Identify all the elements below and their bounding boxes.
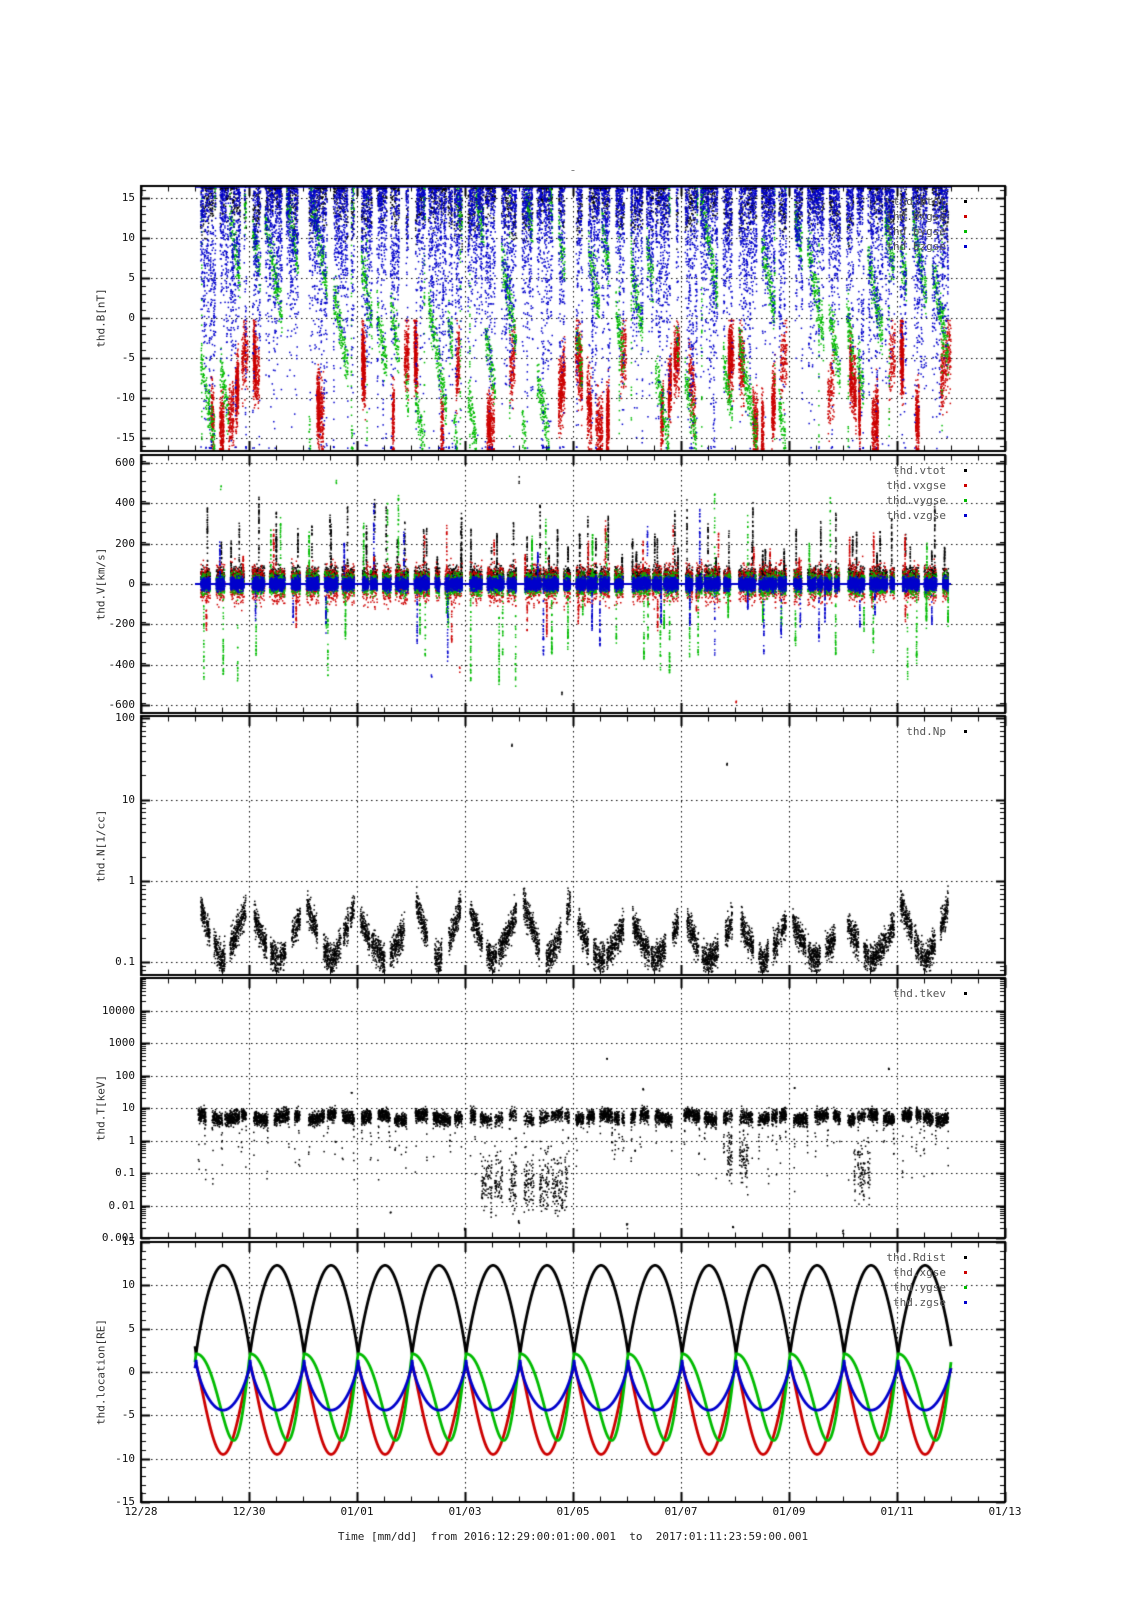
x-tick-label: 01/11 bbox=[880, 1505, 914, 1518]
y-tick-label: -200 bbox=[108, 617, 136, 630]
x-tick-label: 01/01 bbox=[340, 1505, 374, 1518]
y-tick-label: 5 bbox=[128, 271, 135, 284]
legend-marker bbox=[964, 514, 967, 517]
y-tick-label: 600 bbox=[115, 456, 135, 469]
y-tick-label: 0.001 bbox=[101, 1231, 135, 1244]
y-tick-label: -10 bbox=[115, 1452, 135, 1465]
y-tick-label: 0 bbox=[128, 577, 135, 590]
y-tick-label: 10000 bbox=[101, 1004, 135, 1017]
y-tick-label: 1000 bbox=[108, 1036, 136, 1049]
y-tick-label: 10 bbox=[121, 793, 135, 806]
legend-marker bbox=[964, 992, 967, 995]
legend-item-thd-vxgse: thd.vxgse bbox=[886, 479, 946, 492]
y-axis-label-n: thd.N[1/cc] bbox=[94, 809, 108, 883]
x-tick-label: 01/13 bbox=[988, 1505, 1022, 1518]
legend-marker bbox=[964, 215, 967, 218]
legend-marker bbox=[964, 730, 967, 733]
y-tick-label: 15 bbox=[121, 191, 135, 204]
legend-marker bbox=[964, 484, 967, 487]
y-tick-label: 15 bbox=[121, 1235, 135, 1248]
y-tick-label: -15 bbox=[115, 431, 135, 444]
legend-marker bbox=[964, 230, 967, 233]
legend-marker bbox=[964, 1286, 967, 1289]
y-tick-label: 200 bbox=[115, 537, 135, 550]
x-tick-label: 12/30 bbox=[232, 1505, 266, 1518]
y-tick-label: 10 bbox=[121, 231, 135, 244]
plot-title: - bbox=[569, 163, 577, 177]
legend-item-thd-btot: thd.btot bbox=[893, 195, 946, 208]
y-tick-label: 0.01 bbox=[108, 1199, 136, 1212]
y-tick-label: -10 bbox=[115, 391, 135, 404]
legend-item-thd-Np: thd.Np bbox=[906, 725, 946, 738]
y-tick-label: 400 bbox=[115, 496, 135, 509]
x-tick-label: 01/07 bbox=[664, 1505, 698, 1518]
y-tick-label: 100 bbox=[115, 1069, 135, 1082]
y-tick-label: 0 bbox=[128, 1365, 135, 1378]
legend-item-thd-vtot: thd.vtot bbox=[893, 464, 946, 477]
y-tick-label: 0.1 bbox=[115, 955, 135, 968]
legend-item-thd-bygse: thd.bygse bbox=[886, 225, 946, 238]
x-tick-label: 01/03 bbox=[448, 1505, 482, 1518]
y-tick-label: 10 bbox=[121, 1278, 135, 1291]
y-tick-label: 1 bbox=[128, 1134, 135, 1147]
legend-item-thd-tkev: thd.tkev bbox=[893, 987, 946, 1000]
time-axis-title: Time [mm/dd] from 2016:12:29:00:01:00.00… bbox=[337, 1530, 809, 1543]
legend-item-thd-xgse: thd.xgse bbox=[893, 1266, 946, 1279]
legend-marker bbox=[964, 1301, 967, 1304]
legend-item-thd-ygse: thd.ygse bbox=[893, 1281, 946, 1294]
legend-marker bbox=[964, 1256, 967, 1259]
legend-marker bbox=[964, 200, 967, 203]
y-tick-label: -15 bbox=[115, 1495, 135, 1508]
legend-item-thd-vygse: thd.vygse bbox=[886, 494, 946, 507]
y-tick-label: -400 bbox=[108, 658, 136, 671]
legend-item-thd-zgse: thd.zgse bbox=[893, 1296, 946, 1309]
x-tick-label: 01/09 bbox=[772, 1505, 806, 1518]
y-tick-label: 100 bbox=[115, 711, 135, 724]
legend-marker bbox=[964, 245, 967, 248]
legend-marker bbox=[964, 499, 967, 502]
y-tick-label: -5 bbox=[121, 1408, 135, 1421]
legend-item-thd-bzgse: thd.bzgse bbox=[886, 240, 946, 253]
y-tick-label: 1 bbox=[128, 874, 135, 887]
x-tick-label: 12/28 bbox=[124, 1505, 158, 1518]
y-tick-label: 0 bbox=[128, 311, 135, 324]
y-tick-label: 10 bbox=[121, 1101, 135, 1114]
legend-marker bbox=[964, 1271, 967, 1274]
legend-item-thd-Rdist: thd.Rdist bbox=[886, 1251, 946, 1264]
y-tick-label: 5 bbox=[128, 1322, 135, 1335]
legend-item-thd-vzgse: thd.vzgse bbox=[886, 509, 946, 522]
legend-marker bbox=[964, 469, 967, 472]
y-tick-label: -600 bbox=[108, 698, 136, 711]
y-tick-label: 0.1 bbox=[115, 1166, 135, 1179]
y-tick-label: -5 bbox=[121, 351, 135, 364]
x-tick-label: 01/05 bbox=[556, 1505, 590, 1518]
legend-item-thd-bxgse: thd.bxgse bbox=[886, 210, 946, 223]
